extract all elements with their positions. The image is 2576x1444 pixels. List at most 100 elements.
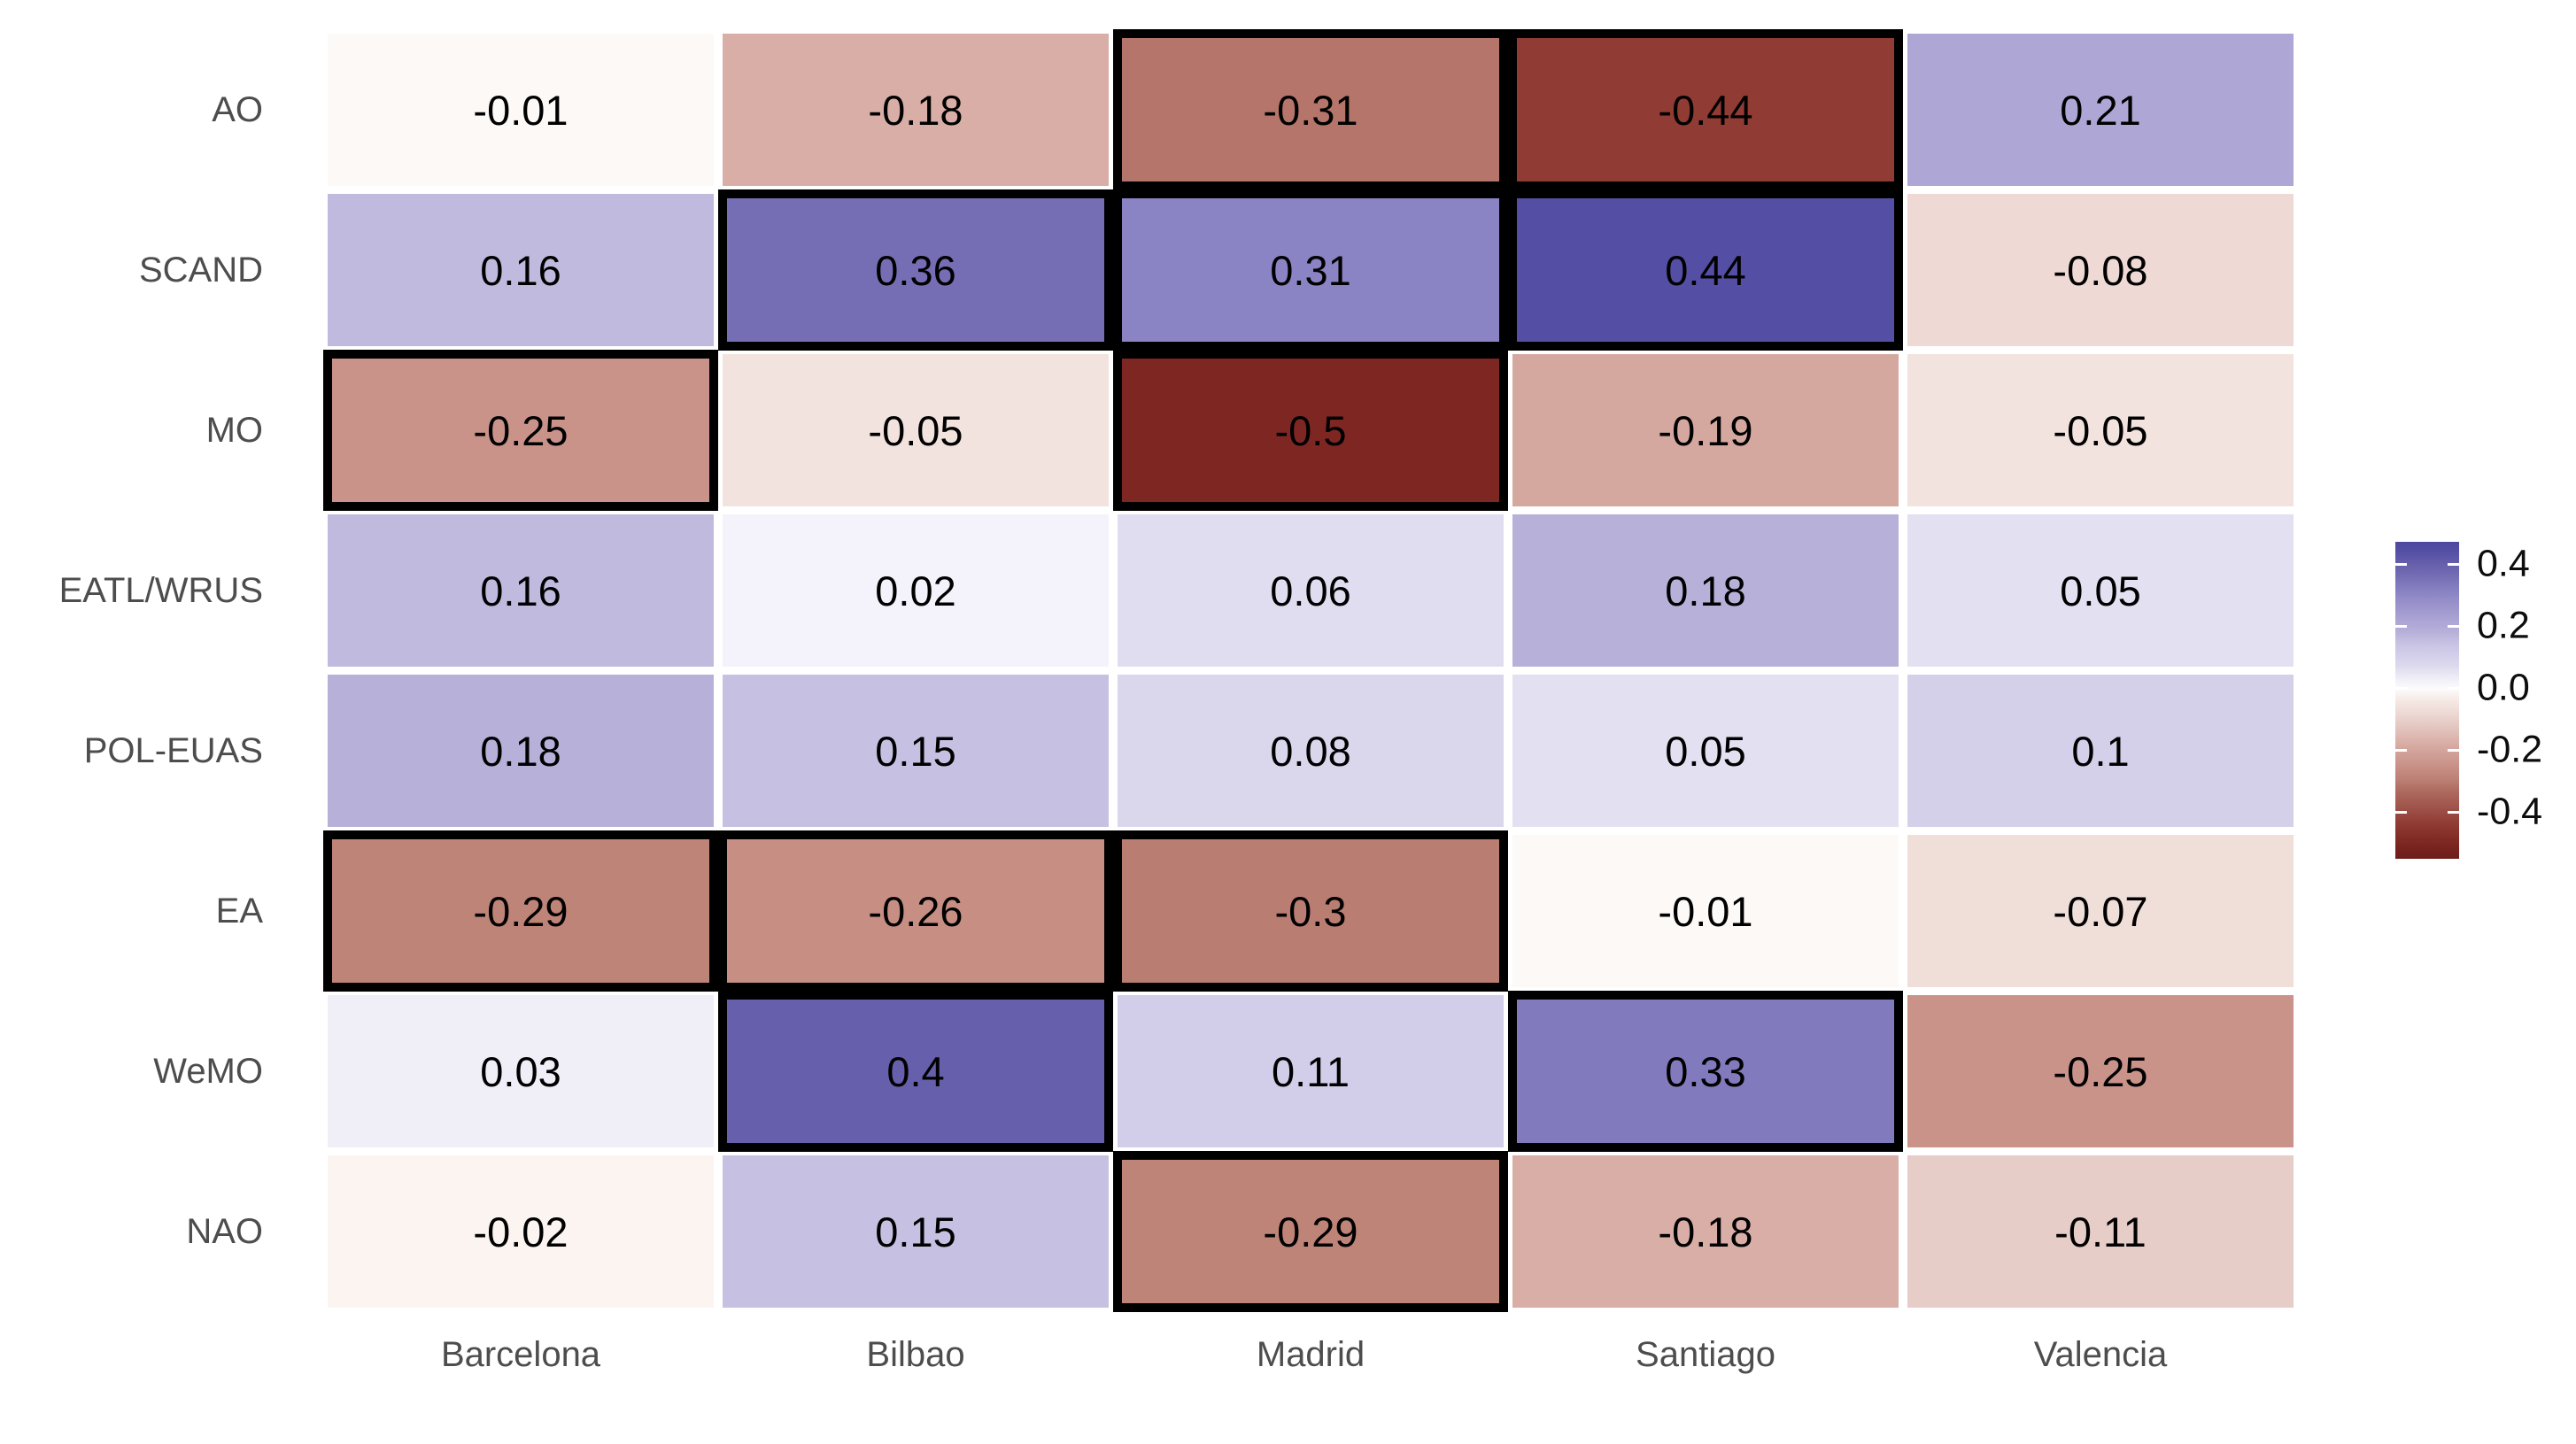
cell-value: 0.15 — [875, 727, 956, 775]
cell-value: 0.31 — [1270, 246, 1351, 294]
legend-tick-mark — [2395, 687, 2407, 690]
cell-value: -0.26 — [868, 887, 963, 935]
cell-value: 0.15 — [875, 1208, 956, 1255]
cell-value: 0.33 — [1665, 1047, 1746, 1095]
cell-value: 0.36 — [875, 246, 956, 294]
legend-tick-mark — [2448, 749, 2459, 752]
heatmap-cell: -0.02 — [328, 1155, 714, 1308]
cell-value: -0.11 — [2054, 1208, 2147, 1255]
heatmap-cell: -0.05 — [723, 354, 1109, 506]
cell-value: -0.25 — [2053, 1047, 2148, 1095]
heatmap-cell: 0.33 — [1508, 991, 1903, 1152]
heatmap-cell: 0.4 — [718, 991, 1113, 1152]
cell-value: -0.29 — [1263, 1208, 1358, 1255]
cell-value: -0.31 — [1263, 86, 1358, 134]
heatmap-cell: -0.05 — [1907, 354, 2294, 506]
heatmap-cell: -0.3 — [1113, 830, 1508, 992]
cell-value: -0.3 — [1274, 887, 1347, 935]
y-axis-label: EATL/WRUS — [58, 571, 263, 610]
cell-value: 0.4 — [886, 1047, 945, 1095]
cell-value: 0.11 — [1272, 1047, 1350, 1095]
cell-value: 0.1 — [2071, 727, 2130, 775]
cell-value: -0.25 — [473, 406, 569, 454]
legend-tick-mark — [2395, 625, 2407, 628]
legend-tick-mark — [2448, 687, 2459, 690]
cell-value: 0.02 — [875, 567, 956, 614]
legend-tick-mark — [2448, 625, 2459, 628]
cell-value: 0.05 — [2060, 567, 2141, 614]
y-axis-label: SCAND — [138, 251, 263, 290]
heatmap-cell: 0.18 — [328, 675, 714, 827]
heatmap-cell: 0.05 — [1512, 675, 1899, 827]
heatmap-cell: -0.5 — [1113, 350, 1508, 511]
cell-value: 0.03 — [480, 1047, 561, 1095]
y-axis-label: WeMO — [153, 1052, 263, 1091]
y-axis-label: MO — [205, 411, 263, 450]
cell-value: -0.07 — [2053, 887, 2148, 935]
cell-value: 0.08 — [1270, 727, 1351, 775]
heatmap-cell: 0.31 — [1113, 189, 1508, 351]
heatmap-cell: -0.29 — [323, 830, 718, 992]
legend-tick-label: -0.4 — [2477, 790, 2543, 833]
heatmap-cell: -0.07 — [1907, 835, 2294, 987]
heatmap-cell: 0.11 — [1118, 995, 1504, 1147]
heatmap-cell: -0.25 — [323, 350, 718, 511]
heatmap-cell: 0.21 — [1907, 34, 2294, 186]
cell-value: -0.02 — [473, 1208, 569, 1255]
cell-value: -0.29 — [473, 887, 569, 935]
x-axis-label: Madrid — [1256, 1335, 1365, 1374]
heatmap-cell: 0.1 — [1907, 675, 2294, 827]
cell-value: -0.5 — [1274, 406, 1347, 454]
heatmap-cell: -0.29 — [1113, 1151, 1508, 1312]
cell-value: 0.16 — [480, 246, 561, 294]
heatmap-cell: 0.16 — [328, 194, 714, 346]
heatmap-cell: -0.01 — [328, 34, 714, 186]
legend-tick-mark — [2448, 811, 2459, 814]
heatmap-cell: -0.18 — [1512, 1155, 1899, 1308]
heatmap-cell: -0.11 — [1907, 1155, 2294, 1308]
legend-tick-label: -0.2 — [2477, 728, 2543, 771]
heatmap-cell: 0.15 — [723, 675, 1109, 827]
heatmap-cell: 0.18 — [1512, 514, 1899, 667]
legend-tick-label: 0.2 — [2477, 604, 2530, 647]
heatmap-cell: -0.25 — [1907, 995, 2294, 1147]
heatmap-cell: -0.31 — [1113, 29, 1508, 190]
legend-tick-label: 0.0 — [2477, 666, 2530, 709]
heatmap-cell: 0.44 — [1508, 189, 1903, 351]
heatmap-cell: -0.08 — [1907, 194, 2294, 346]
cell-value: 0.16 — [480, 567, 561, 614]
heatmap-cell: 0.06 — [1118, 514, 1504, 667]
legend-tick-label: 0.4 — [2477, 542, 2530, 585]
heatmap-cell: 0.02 — [723, 514, 1109, 667]
y-axis-label: AO — [212, 90, 263, 129]
cell-value: -0.19 — [1658, 406, 1753, 454]
legend-gradient-bar — [2395, 542, 2459, 859]
heatmap-cell: 0.15 — [723, 1155, 1109, 1308]
cell-value: -0.18 — [1658, 1208, 1753, 1255]
heatmap-cell: 0.03 — [328, 995, 714, 1147]
x-axis-label: Santiago — [1636, 1335, 1775, 1374]
heatmap-cell: -0.18 — [723, 34, 1109, 186]
cell-value: 0.18 — [480, 727, 561, 775]
cell-value: -0.05 — [2053, 406, 2148, 454]
cell-value: -0.01 — [473, 86, 569, 134]
y-axis-label: EA — [215, 892, 263, 930]
heatmap-cell: -0.01 — [1512, 835, 1899, 987]
cell-value: 0.21 — [2060, 86, 2141, 134]
cell-value: 0.44 — [1665, 246, 1746, 294]
cell-value: -0.18 — [868, 86, 963, 134]
y-axis-label: POL-EUAS — [83, 731, 263, 770]
heatmap-cell: 0.16 — [328, 514, 714, 667]
heatmap-cell: 0.08 — [1118, 675, 1504, 827]
cell-value: 0.05 — [1665, 727, 1746, 775]
x-axis-label: Bilbao — [866, 1335, 965, 1374]
heatmap-cell: -0.19 — [1512, 354, 1899, 506]
legend-tick-mark — [2395, 811, 2407, 814]
cell-value: -0.44 — [1658, 86, 1753, 134]
cell-value: -0.05 — [868, 406, 963, 454]
x-axis-label: Barcelona — [440, 1335, 601, 1374]
heatmap-cell: -0.44 — [1508, 29, 1903, 190]
legend-tick-mark — [2395, 749, 2407, 752]
x-axis-label: Valencia — [2033, 1335, 2168, 1374]
